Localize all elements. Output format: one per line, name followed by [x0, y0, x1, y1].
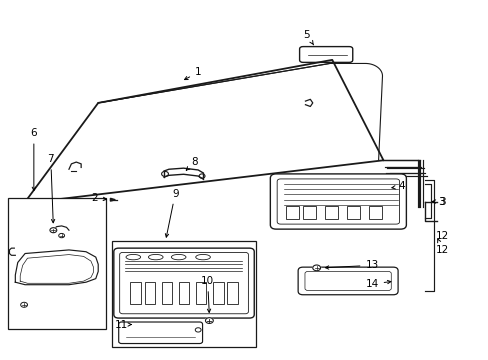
Circle shape	[396, 186, 401, 190]
Text: 6: 6	[30, 129, 37, 190]
Circle shape	[161, 171, 168, 176]
Ellipse shape	[195, 255, 210, 260]
Text: 14: 14	[365, 279, 390, 289]
Text: 8: 8	[186, 157, 198, 170]
Text: 10: 10	[201, 276, 214, 312]
Text: 1: 1	[184, 67, 201, 80]
Circle shape	[59, 233, 64, 238]
FancyBboxPatch shape	[114, 248, 254, 318]
Ellipse shape	[148, 255, 163, 260]
Polygon shape	[110, 198, 115, 201]
Bar	[144, 282, 155, 304]
Text: 12: 12	[435, 239, 448, 255]
Text: 4: 4	[391, 181, 405, 192]
FancyBboxPatch shape	[270, 174, 406, 229]
Text: 9: 9	[165, 189, 178, 237]
Bar	[195, 282, 206, 304]
Circle shape	[20, 302, 27, 307]
Bar	[112, 241, 255, 347]
Text: 12: 12	[435, 231, 448, 240]
Ellipse shape	[126, 255, 141, 260]
Text: 2: 2	[91, 193, 106, 203]
Text: 5: 5	[303, 30, 313, 45]
FancyBboxPatch shape	[299, 46, 352, 62]
FancyBboxPatch shape	[298, 267, 397, 295]
Circle shape	[205, 318, 213, 323]
Bar	[8, 198, 105, 329]
FancyBboxPatch shape	[277, 179, 399, 224]
Bar	[368, 206, 381, 220]
Circle shape	[50, 228, 57, 233]
Text: 3: 3	[438, 197, 444, 207]
Circle shape	[195, 328, 201, 332]
FancyBboxPatch shape	[119, 322, 202, 343]
Bar	[285, 206, 298, 220]
Text: 13: 13	[325, 260, 378, 270]
Circle shape	[199, 174, 204, 178]
Text: 3: 3	[431, 197, 445, 207]
FancyBboxPatch shape	[120, 252, 248, 314]
Bar	[130, 282, 141, 304]
Bar	[325, 206, 337, 220]
Circle shape	[312, 265, 320, 271]
Bar	[161, 282, 172, 304]
Bar	[212, 282, 223, 304]
FancyBboxPatch shape	[305, 271, 390, 291]
Bar	[346, 206, 359, 220]
Bar	[227, 282, 238, 304]
Text: 11: 11	[115, 320, 131, 329]
Ellipse shape	[171, 255, 185, 260]
Text: 7: 7	[47, 154, 55, 223]
Bar	[303, 206, 315, 220]
Bar	[178, 282, 189, 304]
